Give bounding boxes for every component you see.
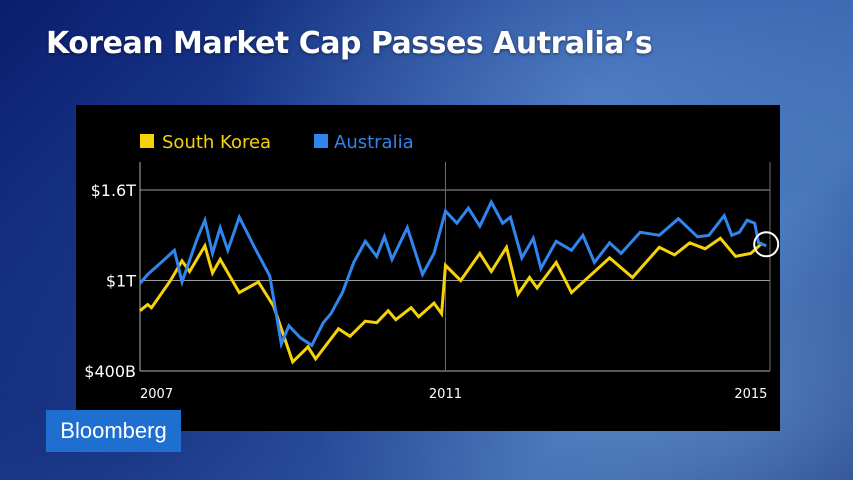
x-tick-label: 2007 bbox=[140, 387, 173, 402]
legend-swatch-south-korea bbox=[140, 134, 154, 148]
legend-label-south-korea: South Korea bbox=[162, 132, 271, 153]
y-tick-label: $1T bbox=[106, 272, 136, 291]
y-tick-label: $400B bbox=[84, 362, 136, 381]
x-axis: 2007 2011 2015 bbox=[140, 387, 767, 402]
legend-label-australia: Australia bbox=[334, 132, 414, 153]
series-layer bbox=[138, 198, 767, 365]
y-axis: $400B $1T $1.6T bbox=[84, 181, 136, 381]
end-highlight-circle bbox=[753, 231, 780, 258]
chart-panel: South Korea Australia $400B $1T $1.6T 2007… bbox=[76, 105, 780, 431]
legend-swatch-australia bbox=[314, 134, 328, 148]
series-line-australia bbox=[138, 198, 767, 350]
x-tick-label: 2011 bbox=[429, 387, 462, 402]
bloomberg-logo: Bloomberg bbox=[46, 410, 181, 452]
legend: South Korea Australia bbox=[140, 132, 414, 153]
market-cap-chart: South Korea Australia $400B $1T $1.6T 2007… bbox=[84, 132, 780, 402]
x-tick-label: 2015 bbox=[734, 387, 767, 402]
headline: Korean Market Cap Passes Autralia’s bbox=[46, 26, 653, 61]
y-tick-label: $1.6T bbox=[91, 181, 137, 200]
grid bbox=[139, 162, 771, 372]
series-line-south-korea bbox=[139, 236, 764, 365]
